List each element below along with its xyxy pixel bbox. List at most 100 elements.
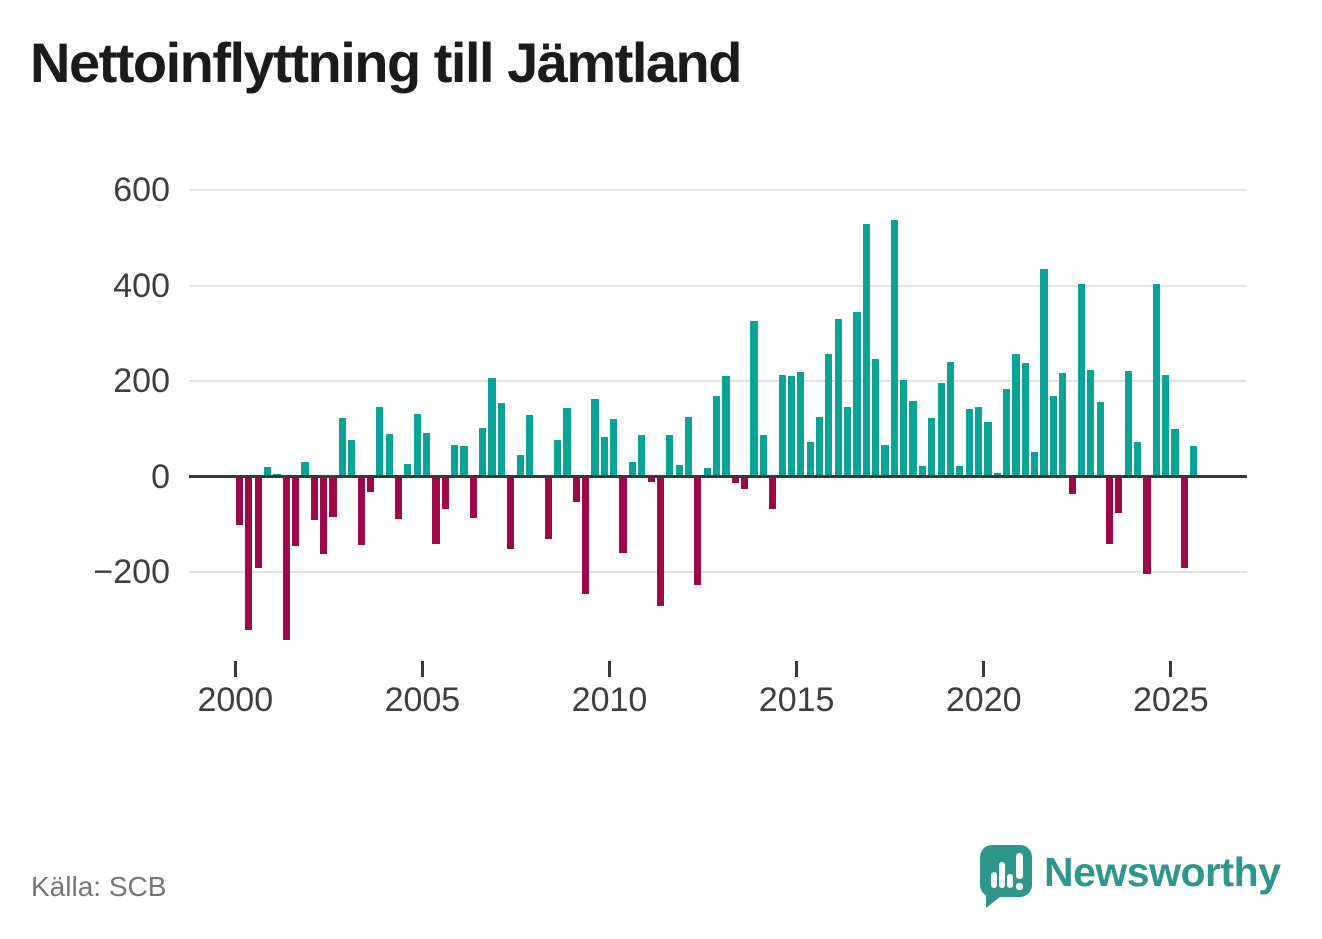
bar-2004Q2 bbox=[394, 476, 403, 520]
bar-2001Q3 bbox=[292, 476, 300, 546]
bar-2003Q1 bbox=[348, 439, 356, 477]
x-axis-label-2025: 2025 bbox=[1133, 681, 1209, 719]
bar-2011Q4 bbox=[675, 465, 683, 477]
gridline-400 bbox=[189, 284, 1247, 287]
logo-exclamation-icon bbox=[1016, 853, 1023, 879]
logo-chart-bar-icon bbox=[991, 872, 997, 888]
x-axis-label-2020: 2020 bbox=[945, 681, 1022, 719]
bar-2016Q4 bbox=[862, 223, 870, 477]
bar-2004Q4 bbox=[413, 414, 421, 477]
bar-2013Q3 bbox=[741, 476, 749, 490]
y-axis-label--200: −200 bbox=[93, 553, 170, 592]
bar-2012Q3 bbox=[703, 467, 711, 477]
bar-2010Q4 bbox=[638, 435, 646, 477]
bar-2017Q3 bbox=[890, 220, 898, 477]
bar-2016Q3 bbox=[853, 311, 861, 477]
bar-2006Q4 bbox=[488, 377, 496, 477]
bar-2014Q2 bbox=[769, 476, 777, 509]
bar-2020Q4 bbox=[1012, 353, 1020, 477]
bar-2006Q1 bbox=[460, 446, 468, 477]
bar-2009Q1 bbox=[572, 476, 580, 502]
bar-2022Q4 bbox=[1087, 370, 1095, 477]
bar-2003Q3 bbox=[366, 476, 375, 493]
bar-2011Q1 bbox=[647, 476, 655, 483]
bar-2009Q2 bbox=[582, 476, 590, 594]
bar-2017Q4 bbox=[900, 379, 908, 477]
bar-2005Q2 bbox=[432, 476, 440, 545]
logo-exclamation-dot-icon bbox=[1016, 883, 1023, 890]
bar-2021Q3 bbox=[1040, 269, 1048, 477]
y-axis-label-600: 600 bbox=[113, 171, 170, 210]
x-axis-tick-2025 bbox=[1169, 661, 1173, 677]
bar-2007Q2 bbox=[507, 476, 515, 549]
bar-2018Q4 bbox=[937, 383, 945, 477]
bar-2009Q4 bbox=[600, 437, 608, 477]
bar-2024Q3 bbox=[1152, 284, 1160, 477]
bar-2005Q3 bbox=[441, 476, 449, 510]
bar-2008Q4 bbox=[563, 407, 571, 477]
bar-2013Q4 bbox=[750, 320, 758, 477]
bar-2015Q2 bbox=[806, 441, 814, 477]
bar-2007Q4 bbox=[525, 414, 534, 477]
y-axis-label-0: 0 bbox=[151, 457, 170, 496]
bar-2020Q2 bbox=[993, 473, 1001, 477]
bar-2011Q3 bbox=[666, 435, 674, 477]
bar-2022Q3 bbox=[1077, 283, 1086, 477]
bar-2000Q2 bbox=[245, 476, 253, 630]
gridline-600 bbox=[189, 189, 1247, 192]
gridline--200 bbox=[189, 571, 1247, 574]
bar-2001Q4 bbox=[301, 461, 309, 477]
bar-2011Q2 bbox=[656, 476, 665, 606]
bar-2021Q1 bbox=[1021, 362, 1029, 477]
x-axis-label-2005: 2005 bbox=[384, 681, 461, 719]
bar-2023Q3 bbox=[1115, 476, 1123, 513]
bar-2006Q3 bbox=[479, 428, 487, 477]
bar-2010Q1 bbox=[610, 418, 618, 477]
bar-2024Q4 bbox=[1162, 375, 1170, 477]
bar-2021Q2 bbox=[1031, 451, 1039, 477]
bar-2009Q3 bbox=[591, 398, 599, 477]
bar-2019Q4 bbox=[974, 406, 983, 477]
bar-2002Q4 bbox=[338, 418, 346, 477]
bar-2007Q1 bbox=[497, 403, 506, 477]
bar-2023Q4 bbox=[1124, 371, 1132, 477]
bar-2004Q1 bbox=[385, 434, 393, 477]
bar-2014Q3 bbox=[778, 374, 786, 477]
bar-2013Q2 bbox=[731, 476, 739, 484]
bar-2022Q1 bbox=[1059, 372, 1067, 477]
bar-2013Q1 bbox=[722, 376, 730, 477]
bar-2023Q2 bbox=[1105, 476, 1114, 544]
bar-2002Q1 bbox=[310, 476, 318, 521]
bar-2006Q2 bbox=[469, 476, 477, 519]
x-axis-tick-2020 bbox=[982, 661, 986, 677]
bar-2001Q2 bbox=[282, 476, 290, 640]
bar-2010Q3 bbox=[628, 461, 636, 477]
gridline-200 bbox=[189, 380, 1247, 383]
x-axis-tick-2000 bbox=[233, 661, 237, 677]
bar-2025Q3 bbox=[1190, 445, 1198, 477]
bar-2004Q3 bbox=[404, 464, 412, 477]
bar-2015Q3 bbox=[815, 417, 824, 477]
bar-2014Q1 bbox=[759, 434, 767, 477]
bar-2012Q4 bbox=[713, 395, 721, 477]
bar-2018Q2 bbox=[918, 466, 927, 477]
x-axis-tick-2015 bbox=[795, 661, 799, 677]
bar-2016Q2 bbox=[843, 406, 852, 477]
bar-2019Q3 bbox=[965, 409, 973, 477]
bar-2000Q3 bbox=[254, 476, 262, 569]
bar-2017Q1 bbox=[872, 358, 880, 477]
x-axis-zero-line bbox=[189, 475, 1247, 479]
y-axis-label-200: 200 bbox=[113, 362, 170, 401]
bar-2015Q1 bbox=[797, 371, 805, 477]
bar-2003Q4 bbox=[376, 406, 384, 477]
source-caption: Källa: SCB bbox=[31, 871, 167, 902]
bar-2008Q3 bbox=[553, 440, 562, 477]
bar-2000Q1 bbox=[235, 476, 244, 525]
x-axis-tick-2010 bbox=[608, 661, 611, 677]
bar-2010Q2 bbox=[619, 476, 627, 554]
bar-2000Q4 bbox=[263, 466, 272, 477]
bar-2020Q1 bbox=[984, 421, 992, 477]
bar-2003Q2 bbox=[357, 476, 365, 546]
bar-2019Q2 bbox=[956, 465, 964, 477]
